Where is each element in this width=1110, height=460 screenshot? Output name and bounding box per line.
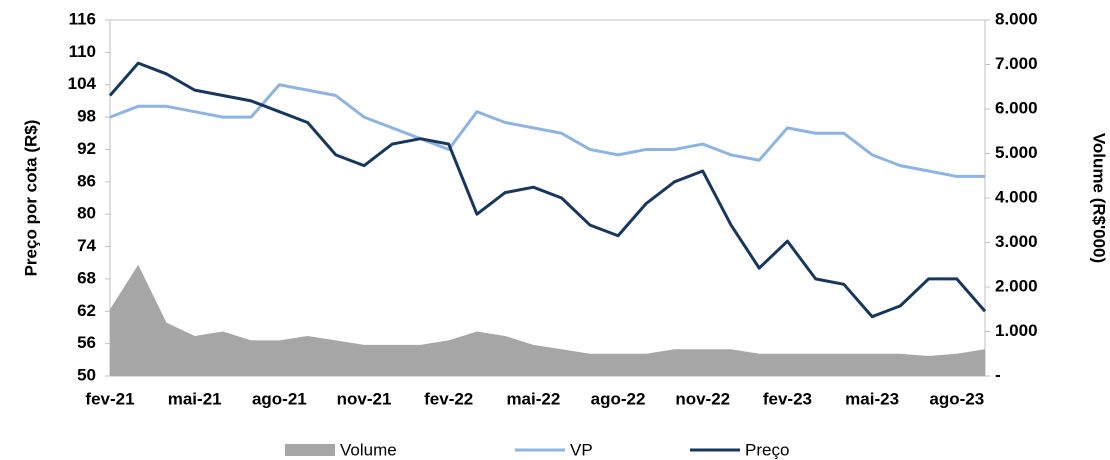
volume-area [110, 264, 985, 376]
y-tick-label: 62 [77, 301, 96, 320]
y-tick-label: 50 [77, 365, 96, 384]
y2-tick-label: 4.000 [995, 187, 1038, 206]
y-axis-title: Preço por cota (R$) [21, 120, 40, 277]
y2-tick-label: 5.000 [995, 143, 1038, 162]
y2-tick-label: 6.000 [995, 98, 1038, 117]
x-tick-label: mai-21 [168, 389, 222, 408]
y-tick-label: 98 [77, 107, 96, 126]
x-tick-label: nov-21 [337, 389, 392, 408]
y2-tick-label: 7.000 [995, 54, 1038, 73]
y2-tick-label: 3.000 [995, 232, 1038, 251]
line-series [109, 83, 985, 178]
legend-label: Preço [745, 440, 789, 459]
y-tick-label: 68 [77, 268, 96, 287]
y2-tick-label: 1.000 [995, 321, 1038, 340]
x-tick-label: mai-22 [506, 389, 560, 408]
x-tick-label: fev-21 [85, 389, 134, 408]
y-tick-label: 110 [69, 42, 96, 61]
y2-tick-label: 2.000 [995, 276, 1038, 295]
y-tick-label: 74 [77, 236, 96, 255]
legend-swatch [285, 444, 335, 456]
y-tick-label: 86 [77, 171, 96, 190]
x-tick-label: fev-22 [424, 389, 473, 408]
legend-label: Volume [340, 440, 397, 459]
line-series [108, 61, 987, 319]
plot-frame [109, 19, 986, 377]
y2-axis-title: Volume (R$'000) [1090, 133, 1109, 263]
x-tick-label: ago-22 [591, 389, 646, 408]
legend-label: VP [570, 440, 593, 459]
y-tick-label: 92 [77, 139, 96, 158]
x-tick-label: ago-21 [252, 389, 307, 408]
x-tick-label: mai-23 [845, 389, 899, 408]
y-tick-label: 104 [68, 74, 97, 93]
x-tick-label: nov-22 [675, 389, 730, 408]
y-tick-label: 80 [77, 204, 96, 223]
y-tick-label: 116 [69, 9, 96, 28]
y-tick-label: 56 [77, 333, 96, 352]
x-tick-label: ago-23 [929, 389, 984, 408]
x-tick-label: fev-23 [763, 389, 812, 408]
y2-tick-label: 8.000 [995, 9, 1038, 28]
y2-tick-label: - [995, 365, 1001, 384]
